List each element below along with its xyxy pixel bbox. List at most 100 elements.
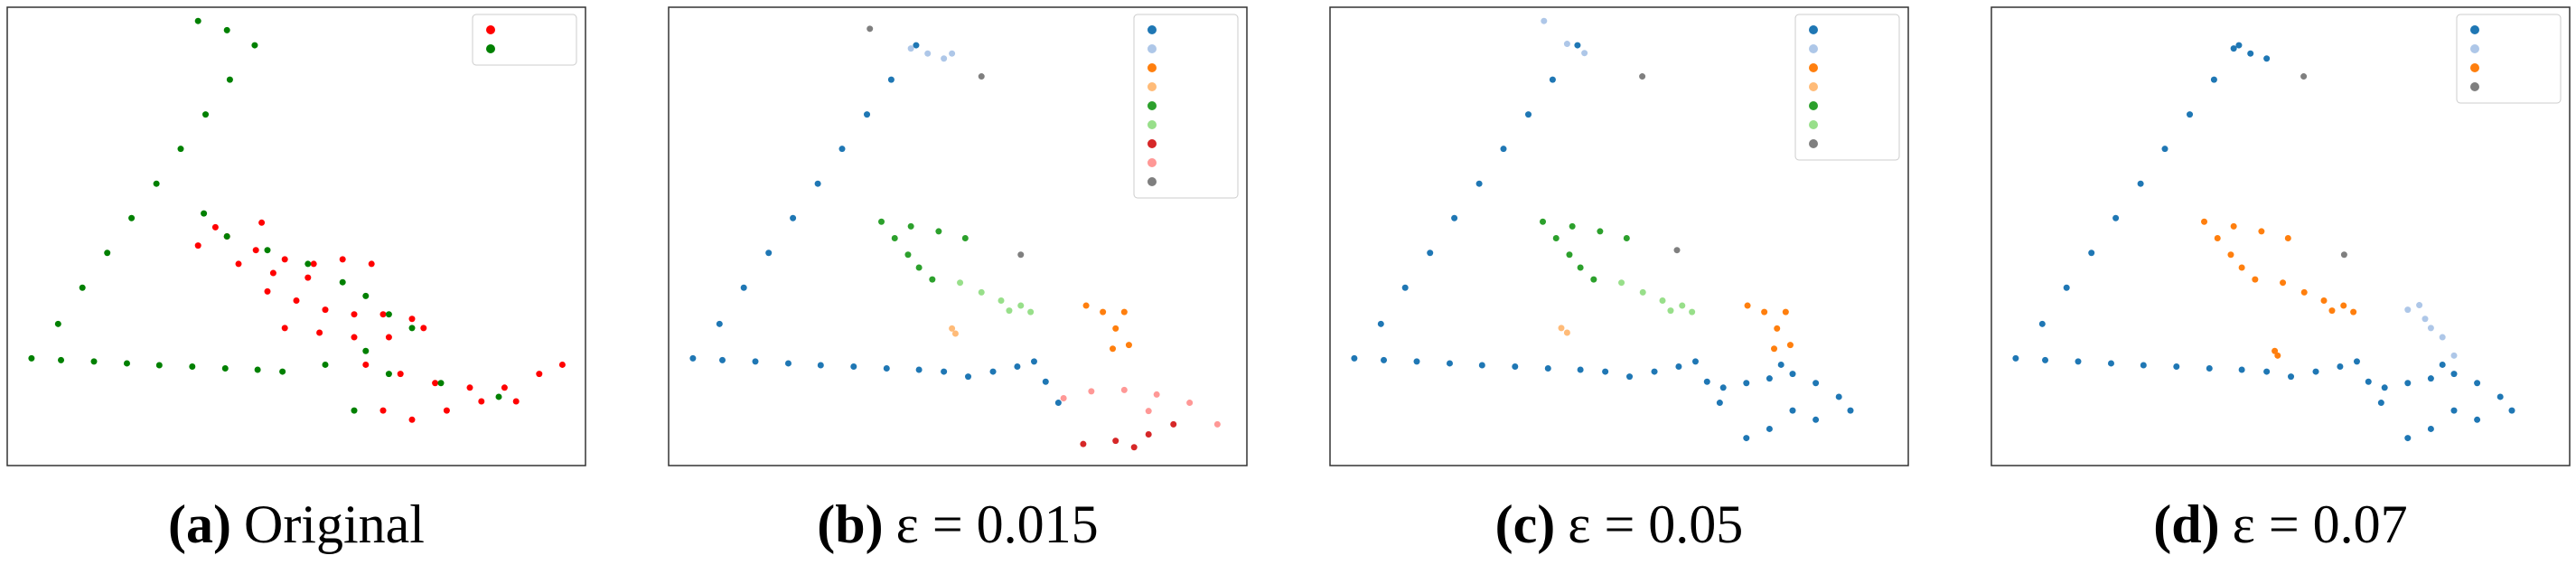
point [252,247,259,254]
point [1549,76,1556,83]
point [817,362,824,369]
legend-box [1133,14,1239,199]
point [251,42,258,49]
point [385,334,392,341]
point [929,276,936,283]
point [379,407,387,414]
point [1017,302,1025,309]
point [1743,435,1750,442]
legend-marker [1147,44,1157,53]
point [293,297,300,304]
point [1581,50,1588,57]
point [2210,76,2217,83]
point [2496,393,2504,400]
point [1761,308,1768,315]
point [1602,368,1609,375]
legend-marker [486,25,495,34]
panel-label: (b) [817,494,883,554]
point [965,373,972,381]
point [2337,363,2344,370]
point [913,42,920,49]
point [790,214,797,221]
point [316,329,323,336]
point [310,260,317,268]
point [1213,420,1221,428]
point [1679,302,1686,309]
point [466,384,473,391]
point [1413,358,1420,365]
point [2235,42,2243,49]
point [1771,345,1778,353]
point [495,393,502,400]
legend-box [472,14,577,66]
point [1623,235,1630,242]
point [814,180,821,187]
point [838,146,846,153]
point [304,260,312,268]
point [935,228,942,235]
point [2427,375,2434,382]
point [385,311,392,318]
point [1030,358,1037,365]
point [1651,368,1658,375]
point [432,380,439,387]
point [2206,365,2213,372]
point [878,218,885,225]
point [2377,400,2384,407]
point [2140,362,2147,369]
point [1766,425,1773,432]
point [339,278,346,286]
caption-text: ε = 0.015 [896,494,1099,554]
point [54,320,61,327]
point [941,55,948,62]
legend-marker [1147,120,1157,129]
point [501,384,508,391]
point [281,256,288,263]
point [2112,214,2120,221]
point [362,292,370,299]
point [1716,400,1723,407]
point [864,111,871,118]
point [2404,435,2412,442]
point [2450,371,2458,378]
point [961,235,969,242]
point [1597,228,1604,235]
point [924,50,932,57]
point [2328,307,2336,315]
point [1014,363,1021,370]
point [351,407,358,414]
point [1777,361,1784,368]
point [904,251,912,259]
point [784,360,792,367]
point [887,76,895,83]
point [281,325,288,332]
point [1569,222,1576,230]
point [408,416,416,423]
point [351,311,358,318]
point [2312,368,2319,375]
point [1667,307,1674,315]
point [2416,302,2423,309]
point [368,260,375,268]
point [1120,308,1128,315]
point [949,50,956,57]
point [2238,264,2245,271]
point [907,45,914,52]
point [2474,380,2481,387]
caption: (a) Original [168,494,425,554]
point [2288,373,2295,381]
caption-text: ε = 0.07 [2233,494,2408,554]
point [264,287,271,295]
point [1088,388,1095,395]
point [2353,358,2360,365]
point [2227,251,2234,259]
point [1675,363,1682,370]
point [883,365,890,372]
point [2450,352,2458,359]
point [211,223,219,231]
point [223,233,230,240]
point [1427,250,1434,257]
point [379,311,387,318]
point [2474,416,2481,423]
point [1130,444,1138,451]
